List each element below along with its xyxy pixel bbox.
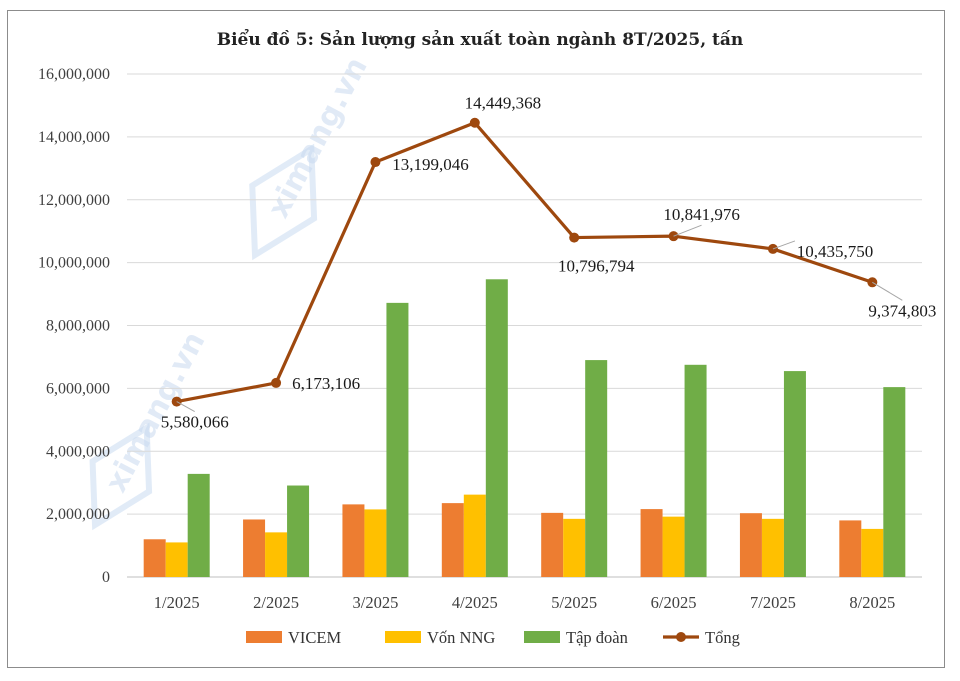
y-tick-label: 6,000,000 — [46, 380, 110, 397]
bar-vốn-nng — [265, 532, 288, 577]
legend-swatch — [524, 631, 560, 643]
data-label-leader — [872, 281, 903, 301]
bar-vốn-nng — [364, 509, 387, 577]
total-marker — [370, 157, 381, 168]
data-label: 10,796,794 — [558, 257, 635, 276]
bar-tập-đoàn — [287, 485, 310, 577]
bar-vicem — [143, 539, 166, 577]
legend: VICEM Vốn NNG Tập đoàn Tổng — [246, 628, 740, 647]
bar-tập-đoàn — [187, 473, 210, 577]
data-label-leader — [772, 240, 796, 250]
bar-vicem — [541, 512, 564, 577]
bar-vốn-nng — [861, 528, 884, 577]
legend-label: Tổng — [705, 628, 740, 647]
bar-tập-đoàn — [386, 302, 409, 577]
x-tick-label: 8/2025 — [849, 593, 895, 612]
bar-tập-đoàn — [684, 364, 707, 577]
y-axis-ticks: 0 2,000,000 4,000,000 6,000,000 8,000,000 10,… — [38, 66, 110, 586]
total-marker — [271, 377, 282, 388]
bar-tập-đoàn — [783, 371, 806, 577]
data-label: 10,435,750 — [797, 242, 874, 261]
x-tick-label: 2/2025 — [253, 593, 299, 612]
x-tick-label: 6/2025 — [651, 593, 697, 612]
bar-vicem — [441, 503, 464, 577]
chart-title: Biểu đồ 5: Sản lượng sản xuất toàn ngành… — [217, 28, 744, 50]
bar-vicem — [839, 520, 862, 577]
data-label: 6,173,106 — [292, 374, 360, 393]
bar-tập-đoàn — [585, 360, 608, 577]
x-tick-label: 3/2025 — [353, 593, 399, 612]
y-tick-label: 4,000,000 — [46, 443, 110, 460]
legend-marker — [676, 632, 686, 642]
y-tick-label: 14,000,000 — [38, 129, 110, 146]
legend-swatch — [385, 631, 421, 643]
x-axis-ticks: 1/2025 2/2025 3/2025 4/2025 5/2025 6/2025 7/20… — [154, 593, 895, 612]
legend-swatch — [246, 631, 282, 643]
bar-vốn-nng — [463, 494, 486, 577]
x-tick-label: 1/2025 — [154, 593, 200, 612]
legend-label: Tập đoàn — [566, 628, 628, 647]
x-tick-label: 4/2025 — [452, 593, 498, 612]
bar-vicem — [739, 513, 762, 577]
bar-vicem — [342, 504, 365, 577]
y-tick-label: 12,000,000 — [38, 192, 110, 209]
y-tick-label: 10,000,000 — [38, 255, 110, 272]
x-tick-label: 7/2025 — [750, 593, 796, 612]
data-label-leader — [673, 224, 702, 237]
bar-vicem — [243, 519, 266, 577]
total-line: 5,580,066 6,173,106 13,199,046 14,449,368 10… — [161, 94, 937, 432]
bar-vốn-nng — [662, 516, 685, 577]
y-tick-label: 16,000,000 — [38, 66, 110, 83]
data-label-leader — [176, 401, 195, 413]
legend-label: Vốn NNG — [427, 628, 495, 647]
data-label: 5,580,066 — [161, 413, 229, 432]
data-label: 14,449,368 — [465, 94, 542, 113]
bars — [143, 279, 906, 577]
data-label: 10,841,976 — [663, 205, 740, 224]
y-tick-label: 2,000,000 — [46, 506, 110, 523]
x-tick-label: 5/2025 — [551, 593, 597, 612]
bar-vốn-nng — [761, 518, 784, 577]
bar-vốn-nng — [563, 518, 586, 577]
total-marker — [469, 117, 480, 128]
y-tick-label: 0 — [102, 569, 110, 586]
data-label: 13,199,046 — [392, 155, 469, 174]
total-marker — [569, 232, 580, 243]
bar-vốn-nng — [165, 542, 188, 577]
bar-tập-đoàn — [485, 279, 508, 577]
bar-tập-đoàn — [883, 387, 906, 577]
data-label: 9,374,803 — [868, 301, 936, 320]
bar-vicem — [640, 509, 663, 577]
y-tick-label: 8,000,000 — [46, 318, 110, 335]
legend-label: VICEM — [288, 628, 341, 647]
total-series-line — [176, 121, 873, 404]
watermark-top: ximang.vn — [249, 52, 375, 261]
